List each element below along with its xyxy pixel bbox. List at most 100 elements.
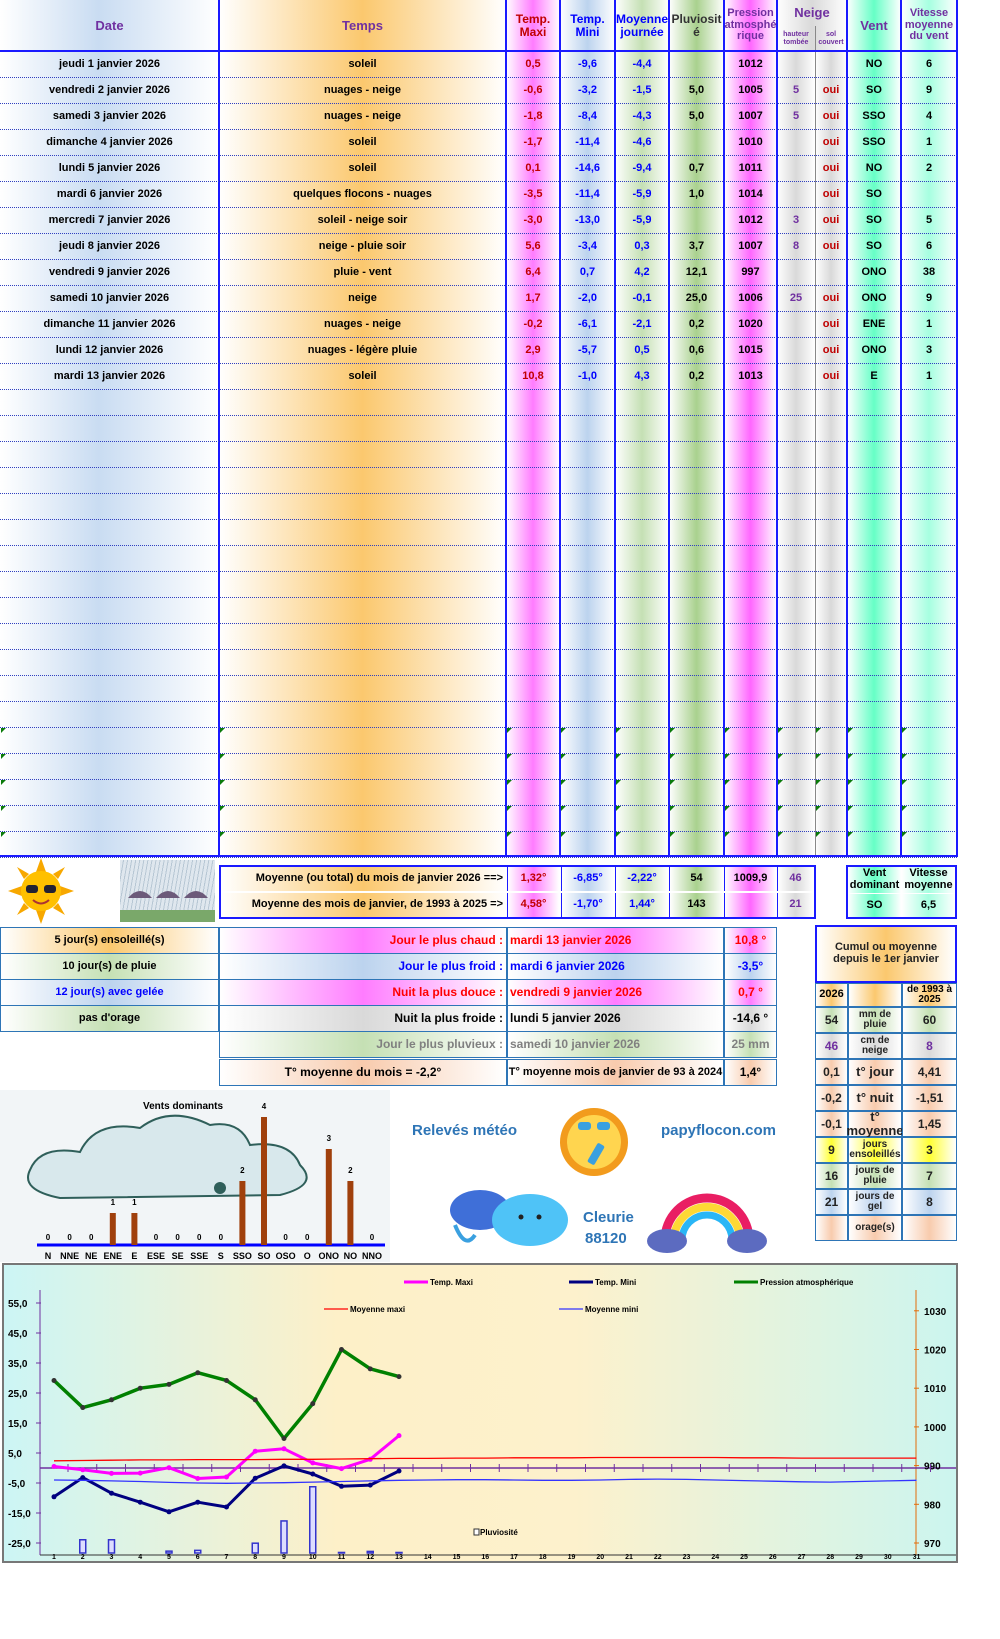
cell-vitesse[interactable]: 5: [925, 214, 933, 227]
table-row[interactable]: samedi 10 janvier 2026 neige 1,7 -2,0 -0,1 25…: [0, 286, 957, 312]
cell-neige-sol[interactable]: oui: [822, 344, 840, 357]
cell-tmax[interactable]: -0,6: [523, 84, 543, 97]
cell-moyenne[interactable]: -5,9: [632, 214, 652, 227]
cell-neige-sol[interactable]: oui: [822, 214, 840, 227]
cell-pression[interactable]: 1010: [738, 136, 763, 149]
table-row[interactable]: [0, 780, 957, 806]
cell-vitesse[interactable]: 9: [925, 84, 933, 97]
cell-pluviosite[interactable]: [669, 130, 724, 156]
cell-vitesse[interactable]: 6: [925, 58, 933, 71]
cell-moyenne[interactable]: 0,3: [634, 240, 650, 253]
cell-vent[interactable]: NO: [865, 162, 883, 175]
table-row[interactable]: [0, 806, 957, 832]
cell-pluviosite[interactable]: 25,0: [685, 292, 708, 305]
cell-vitesse[interactable]: 38: [922, 266, 936, 279]
cell-pression[interactable]: 1007: [738, 240, 763, 253]
table-row[interactable]: dimanche 4 janvier 2026 soleil -1,7 -11,4 -4…: [0, 130, 957, 156]
cell-temps[interactable]: soleil: [348, 58, 377, 71]
cell-neige-sol[interactable]: oui: [822, 318, 840, 331]
cell-tmax[interactable]: 6,4: [525, 266, 541, 279]
cell-neige-sol[interactable]: oui: [822, 240, 840, 253]
cell-neige-hauteur[interactable]: [777, 130, 815, 156]
cell-tmin[interactable]: -1,0: [578, 370, 597, 383]
cell-tmin[interactable]: -11,4: [575, 136, 600, 149]
table-row[interactable]: [0, 624, 957, 650]
cell-tmax[interactable]: -3,5: [523, 188, 543, 201]
cell-vent[interactable]: E: [870, 370, 878, 383]
cell-date[interactable]: mardi 13 janvier 2026: [53, 370, 166, 383]
cell-pression[interactable]: 1020: [738, 318, 763, 331]
cell-vent[interactable]: ONO: [861, 292, 887, 305]
cell-pluviosite[interactable]: 1,0: [688, 188, 705, 201]
header-pression[interactable]: Pression atmosphérique: [724, 7, 777, 43]
cell-tmin[interactable]: -9,6: [578, 58, 597, 71]
cell-vent[interactable]: SO: [866, 188, 882, 201]
table-row[interactable]: [0, 390, 957, 416]
table-row[interactable]: [0, 520, 957, 546]
cell-tmax[interactable]: 5,6: [525, 240, 541, 253]
cell-date[interactable]: samedi 3 janvier 2026: [52, 110, 167, 123]
cell-tmin[interactable]: -5,7: [578, 344, 597, 357]
cell-neige-hauteur[interactable]: 8: [792, 240, 800, 253]
cell-temps[interactable]: pluie - vent: [333, 266, 392, 279]
table-row[interactable]: [0, 546, 957, 572]
cell-temps[interactable]: nuages - neige: [323, 84, 402, 97]
cell-vent[interactable]: ONO: [861, 344, 887, 357]
cell-moyenne[interactable]: -4,4: [632, 58, 652, 71]
table-row[interactable]: jeudi 8 janvier 2026 neige - pluie soir 5,…: [0, 234, 957, 260]
table-row[interactable]: [0, 442, 957, 468]
cell-neige-hauteur[interactable]: [777, 260, 815, 286]
table-row[interactable]: [0, 494, 957, 520]
cell-moyenne[interactable]: -0,1: [632, 292, 652, 305]
cell-tmin[interactable]: -13,0: [574, 214, 601, 227]
cell-date[interactable]: mardi 6 janvier 2026: [56, 188, 163, 201]
table-row[interactable]: [0, 468, 957, 494]
cell-pluviosite[interactable]: [669, 208, 724, 234]
header-date[interactable]: Date: [95, 17, 124, 33]
header-tmax[interactable]: Temp. Maxi: [515, 11, 551, 39]
table-row[interactable]: [0, 702, 957, 728]
header-vitesse[interactable]: Vitesse moyenne du vent: [904, 7, 954, 43]
cell-vitesse[interactable]: [901, 182, 957, 208]
cell-pluviosite[interactable]: 0,6: [688, 344, 705, 357]
table-row[interactable]: [0, 650, 957, 676]
cell-pluviosite[interactable]: 0,2: [688, 370, 705, 383]
cell-vent[interactable]: NO: [865, 58, 883, 71]
cell-neige-hauteur[interactable]: 25: [789, 292, 803, 305]
cell-date[interactable]: vendredi 2 janvier 2026: [48, 84, 171, 97]
cell-vent[interactable]: ENE: [862, 318, 886, 331]
cell-vitesse[interactable]: 1: [925, 136, 933, 149]
cell-vitesse[interactable]: 3: [925, 344, 933, 357]
cell-tmax[interactable]: 0,1: [525, 162, 541, 175]
cell-tmin[interactable]: -6,1: [578, 318, 597, 331]
table-row[interactable]: samedi 3 janvier 2026 nuages - neige -1,8 -…: [0, 104, 957, 130]
table-row[interactable]: [0, 728, 957, 754]
table-row[interactable]: [0, 416, 957, 442]
cell-neige-sol[interactable]: oui: [822, 84, 840, 97]
cell-temps[interactable]: nuages - neige: [323, 110, 402, 123]
cell-tmin[interactable]: -14,6: [574, 162, 601, 175]
cell-date[interactable]: dimanche 4 janvier 2026: [46, 136, 173, 149]
cell-pluviosite[interactable]: 5,0: [688, 110, 705, 123]
cell-neige-hauteur[interactable]: 5: [792, 84, 800, 97]
table-row[interactable]: mardi 6 janvier 2026 quelques flocons - n…: [0, 182, 957, 208]
header-moyenne[interactable]: Moyenne journée: [615, 11, 668, 39]
header-pluviosite[interactable]: Pluviosité: [671, 11, 722, 39]
cell-neige-sol[interactable]: oui: [822, 292, 840, 305]
cell-pluviosite[interactable]: 12,1: [685, 266, 708, 279]
cell-tmax[interactable]: 10,8: [522, 370, 544, 383]
cell-moyenne[interactable]: -4,6: [632, 136, 652, 149]
table-row[interactable]: [0, 598, 957, 624]
table-row[interactable]: [0, 676, 957, 702]
cell-vent[interactable]: SO: [866, 240, 882, 253]
cell-neige-sol[interactable]: oui: [822, 110, 840, 123]
cell-temps[interactable]: soleil: [348, 162, 377, 175]
cell-date[interactable]: jeudi 1 janvier 2026: [59, 58, 160, 71]
cell-pression[interactable]: 1012: [738, 214, 763, 227]
cell-neige-sol[interactable]: oui: [822, 188, 840, 201]
table-row[interactable]: [0, 832, 957, 858]
cell-date[interactable]: lundi 12 janvier 2026: [55, 344, 164, 357]
cell-temps[interactable]: neige: [348, 292, 377, 305]
header-neige[interactable]: Neige: [794, 5, 830, 21]
cell-neige-sol[interactable]: [815, 52, 847, 78]
